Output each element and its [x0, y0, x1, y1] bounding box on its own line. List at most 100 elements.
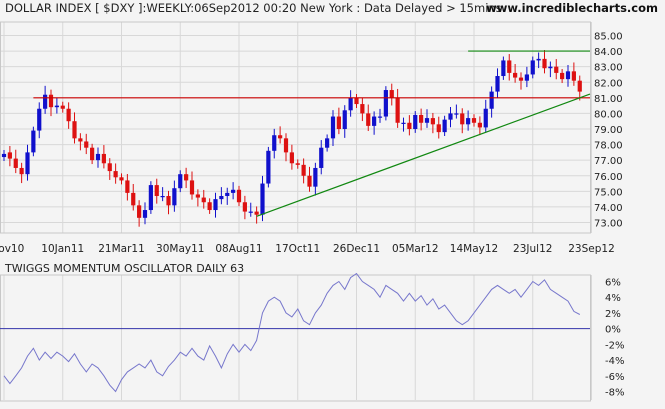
osc-tick-label: -8% — [605, 388, 624, 399]
candle-body — [289, 152, 294, 164]
candle — [19, 162, 24, 184]
time-tick-label: 23Sep12 — [568, 243, 615, 255]
candle-body — [72, 121, 77, 139]
time-tick-label: 21Mar11 — [98, 243, 145, 255]
candle — [518, 72, 524, 90]
candle — [207, 198, 212, 214]
candle — [248, 202, 253, 217]
price-tick-label: 81.00 — [594, 94, 623, 105]
candle — [477, 116, 482, 136]
candle — [54, 97, 59, 114]
candle-body — [377, 116, 383, 118]
candle — [113, 163, 118, 184]
candle — [489, 86, 494, 118]
candle-body — [148, 185, 153, 211]
candle-body — [1, 153, 7, 158]
candle-body — [260, 183, 265, 215]
candle — [442, 115, 447, 137]
candle-body — [471, 118, 477, 123]
candle — [383, 86, 388, 121]
candle-body — [283, 138, 289, 153]
candle-body — [31, 130, 36, 153]
indicator-label: TWIGGS MOMENTUM OSCILLATOR DAILY 63 — [4, 262, 244, 275]
price-tick-label: 75.00 — [594, 187, 623, 198]
osc-tick-label: -6% — [605, 372, 624, 383]
candle-body — [571, 71, 576, 81]
site-url-link[interactable]: www.incrediblecharts.com — [486, 1, 658, 15]
candle — [319, 140, 324, 175]
candle-body — [213, 199, 218, 211]
candle-body — [477, 122, 482, 128]
candle — [37, 102, 42, 139]
candle — [330, 110, 336, 146]
candle — [160, 187, 165, 202]
osc-tick-label: 4% — [605, 293, 621, 304]
candle — [178, 170, 183, 193]
candle — [7, 145, 12, 167]
candle-body — [319, 147, 324, 168]
candle — [278, 126, 283, 144]
candle-body — [524, 74, 529, 81]
candle — [401, 117, 406, 132]
candle — [13, 149, 18, 174]
candle — [542, 49, 547, 74]
candle-body — [178, 174, 183, 189]
price-tick-label: 74.00 — [594, 203, 623, 214]
osc-tick-label: 6% — [605, 278, 621, 289]
price-tick-label: 77.00 — [594, 156, 623, 167]
price-tick-label: 80.00 — [594, 109, 623, 120]
candle — [95, 147, 101, 168]
candle — [25, 144, 30, 181]
candle-body — [542, 58, 547, 69]
candle-body — [54, 105, 59, 108]
candle-body — [560, 72, 565, 80]
candle-body — [389, 90, 394, 98]
candle — [137, 200, 142, 227]
candle — [466, 110, 471, 131]
candle — [142, 202, 148, 225]
candle-body — [507, 60, 512, 73]
candle-body — [495, 76, 500, 92]
candle — [236, 185, 242, 207]
candle — [266, 146, 271, 188]
candle-body — [430, 118, 435, 125]
candle-body — [60, 105, 65, 109]
candle-body — [19, 167, 24, 175]
candle — [336, 107, 341, 135]
candle-body — [154, 185, 159, 197]
candle-body — [225, 192, 230, 197]
candle — [348, 90, 353, 117]
candle — [471, 114, 477, 127]
candle-body — [513, 72, 518, 78]
candle-body — [554, 66, 559, 73]
price-tick-label: 82.00 — [594, 78, 623, 89]
candle — [372, 111, 377, 135]
candle-body — [354, 97, 359, 105]
candle-body — [401, 122, 406, 124]
candle-body — [460, 113, 465, 125]
candle-body — [442, 119, 447, 133]
candle-body — [295, 163, 300, 165]
candle-body — [137, 205, 142, 218]
candle-body — [348, 97, 353, 111]
candle-body — [466, 118, 471, 125]
candle-body — [184, 174, 189, 181]
candle-body — [95, 153, 101, 161]
candle — [254, 206, 259, 224]
candle — [554, 59, 559, 80]
candle — [565, 64, 571, 87]
candle — [72, 112, 77, 144]
candle — [283, 133, 289, 162]
candle — [524, 66, 529, 88]
candle-body — [242, 202, 247, 212]
candle-body — [7, 152, 12, 159]
candle-body — [548, 66, 553, 69]
candle-body — [131, 192, 136, 206]
candle — [184, 167, 189, 189]
time-tick-label: 30May11 — [156, 243, 204, 255]
candle — [43, 85, 48, 114]
candle-body — [342, 110, 347, 129]
candle — [125, 174, 130, 201]
candle — [225, 187, 230, 205]
